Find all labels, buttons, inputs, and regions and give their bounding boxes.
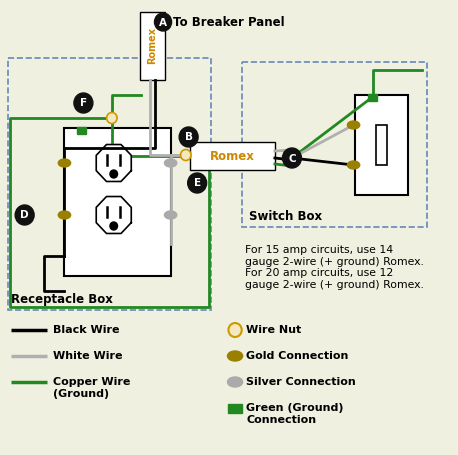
- FancyBboxPatch shape: [355, 95, 408, 195]
- Ellipse shape: [348, 121, 360, 129]
- Text: Copper Wire: Copper Wire: [53, 377, 131, 387]
- Text: Receptacle Box: Receptacle Box: [11, 293, 113, 306]
- Text: Gold Connection: Gold Connection: [246, 351, 349, 361]
- Circle shape: [107, 112, 117, 123]
- Ellipse shape: [58, 159, 71, 167]
- Text: B: B: [185, 132, 193, 142]
- FancyBboxPatch shape: [65, 128, 171, 276]
- Circle shape: [283, 148, 301, 168]
- Circle shape: [188, 173, 207, 193]
- Circle shape: [15, 205, 34, 225]
- Circle shape: [110, 170, 118, 178]
- Text: For 15 amp circuits, use 14
gauge 2-wire (+ ground) Romex.
For 20 amp circuits, : For 15 amp circuits, use 14 gauge 2-wire…: [245, 245, 424, 290]
- Ellipse shape: [228, 377, 243, 387]
- Text: Wire Nut: Wire Nut: [246, 325, 302, 335]
- Text: E: E: [194, 178, 201, 188]
- Text: D: D: [20, 211, 29, 221]
- Ellipse shape: [164, 159, 177, 167]
- Text: Connection: Connection: [246, 415, 316, 425]
- Ellipse shape: [58, 211, 71, 219]
- Text: To Breaker Panel: To Breaker Panel: [173, 15, 284, 29]
- Text: Silver Connection: Silver Connection: [246, 377, 356, 387]
- Bar: [77, 126, 86, 133]
- Circle shape: [179, 127, 198, 147]
- Text: A: A: [159, 17, 167, 27]
- Circle shape: [154, 13, 172, 31]
- FancyBboxPatch shape: [190, 142, 275, 170]
- Ellipse shape: [164, 211, 177, 219]
- Text: F: F: [80, 98, 87, 108]
- Bar: [368, 93, 377, 101]
- Circle shape: [110, 222, 118, 230]
- Circle shape: [180, 150, 191, 161]
- Text: Romex: Romex: [147, 27, 158, 65]
- Ellipse shape: [348, 161, 360, 169]
- Bar: [229, 404, 242, 413]
- Text: White Wire: White Wire: [53, 351, 123, 361]
- Text: (Ground): (Ground): [53, 389, 109, 399]
- Polygon shape: [96, 197, 131, 233]
- FancyBboxPatch shape: [140, 12, 165, 80]
- Circle shape: [229, 323, 242, 337]
- Text: C: C: [288, 153, 296, 163]
- Circle shape: [74, 93, 93, 113]
- Text: Switch Box: Switch Box: [249, 210, 322, 223]
- Ellipse shape: [228, 351, 243, 361]
- Text: Green (Ground): Green (Ground): [246, 403, 344, 413]
- Polygon shape: [96, 145, 131, 182]
- Bar: [376, 125, 387, 165]
- Text: Romex: Romex: [210, 150, 255, 162]
- Text: Black Wire: Black Wire: [53, 325, 120, 335]
